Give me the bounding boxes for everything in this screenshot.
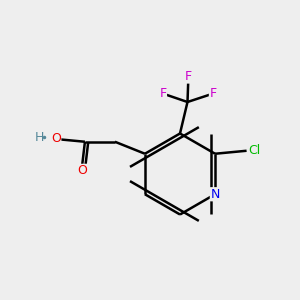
Text: F: F xyxy=(185,70,192,83)
Text: F: F xyxy=(209,87,217,100)
Text: H: H xyxy=(34,131,44,144)
Text: N: N xyxy=(210,188,220,201)
Text: O: O xyxy=(51,132,61,145)
Text: Cl: Cl xyxy=(248,144,260,157)
Text: O: O xyxy=(77,164,87,177)
Text: F: F xyxy=(159,87,167,100)
